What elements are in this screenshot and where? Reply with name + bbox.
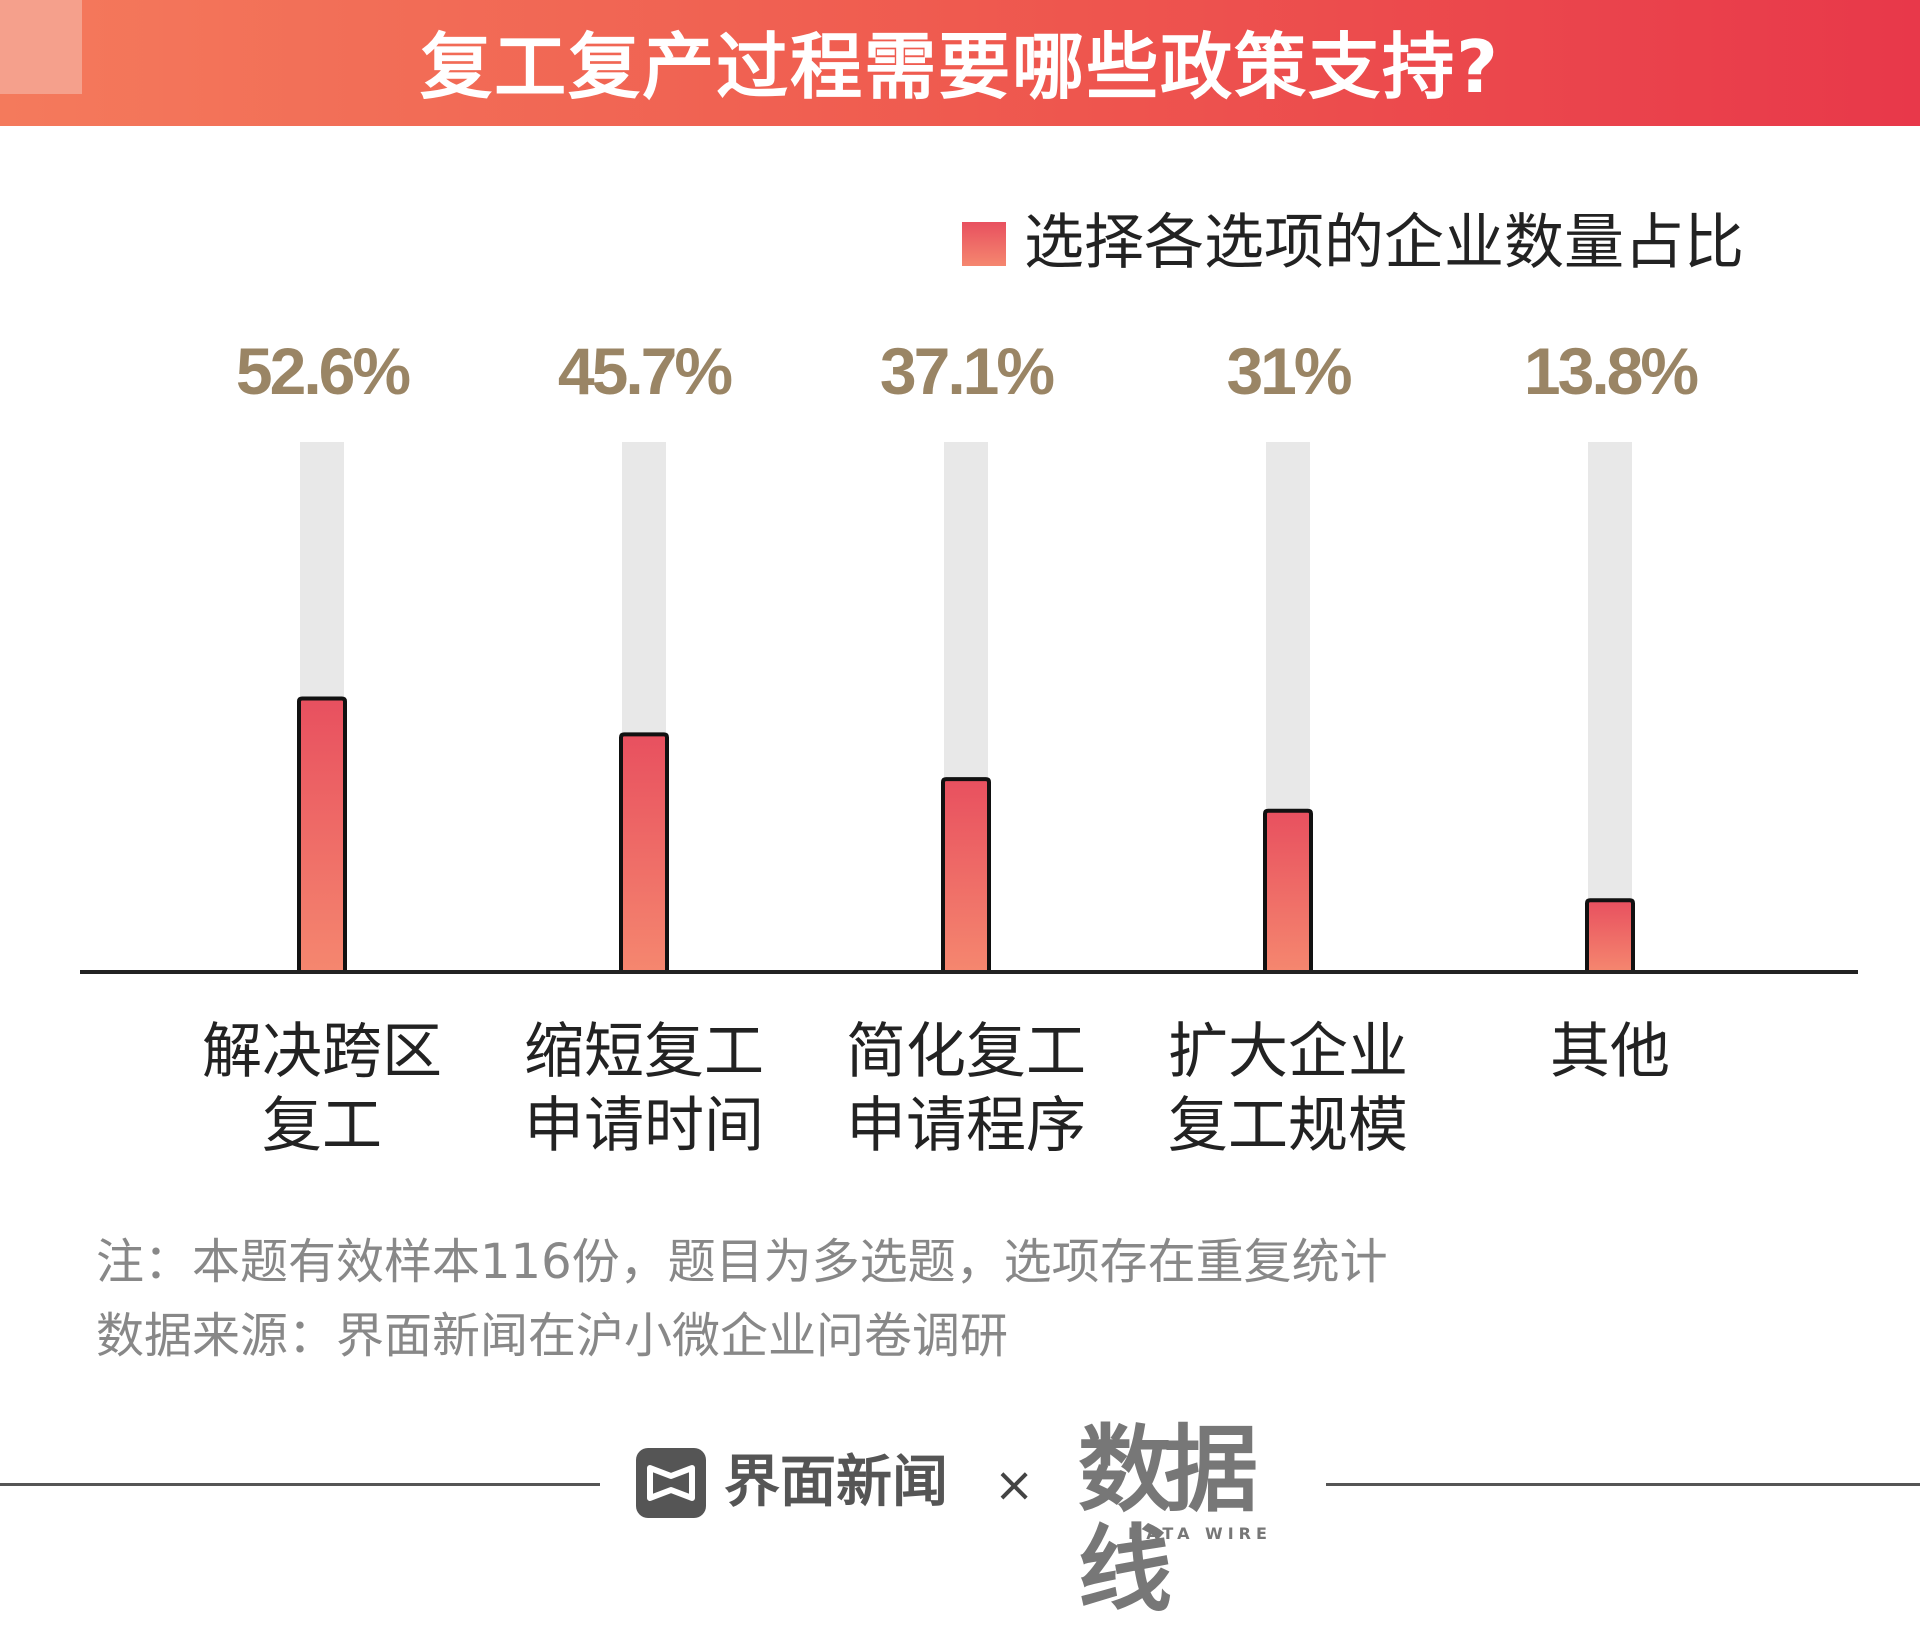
bar [619,732,669,972]
x-tick-label: 其他 [1550,1017,1670,1087]
x-tick-label: 简化复工 [846,1017,1086,1087]
data-label: 52.6% [236,334,409,408]
jiemian-brand: 界面新闻 [636,1448,948,1518]
data-label: 37.1% [880,334,1053,408]
legend-swatch [962,222,1006,266]
note-sample: 注：本题有效样本116份，题目为多选题，选项存在重复统计 [96,1234,1388,1290]
bar [297,696,347,972]
datawire-logo: 数据线 DATA WIRE [1078,1420,1298,1620]
bar [1585,898,1635,972]
bar [1263,808,1313,972]
x-tick-label: 缩短复工 [524,1017,764,1087]
title-accent [0,0,82,94]
data-label: 31% [1226,334,1350,408]
x-tick-label: 申请时间 [524,1091,764,1161]
x-tick-label: 复工规模 [1168,1091,1408,1161]
note-source: 数据来源：界面新闻在沪小微企业问卷调研 [96,1308,1009,1364]
data-label: 45.7% [558,334,731,408]
jiemian-brand-name: 界面新闻 [724,1450,948,1515]
bar-track [1588,442,1632,972]
data-label: 13.8% [1524,334,1697,408]
x-tick-label: 解决跨区 [202,1017,442,1087]
legend-label: 选择各选项的企业数量占比 [1024,208,1744,278]
chart-title: 复工复产过程需要哪些政策支持? [420,25,1500,109]
datawire-logo-text: 数据线 [1078,1415,1258,1625]
bar [941,777,991,972]
footer-divider-right [1326,1483,1920,1486]
x-tick-label: 复工 [262,1091,382,1161]
title-bar: 复工复产过程需要哪些政策支持? [0,0,1920,126]
footer-divider-left [0,1483,600,1486]
datawire-logo-subtext: DATA WIRE [1128,1524,1272,1543]
x-tick-label: 申请程序 [846,1091,1086,1161]
x-tick-label: 扩大企业 [1168,1017,1408,1087]
footer-cross: × [994,1457,1035,1513]
jiemian-logo-icon [636,1448,706,1518]
bar-chart: 选择各选项的企业数量占比 52.6% 45.7% 37.1% 31% 13.8% 解决跨… [80,208,1858,1161]
